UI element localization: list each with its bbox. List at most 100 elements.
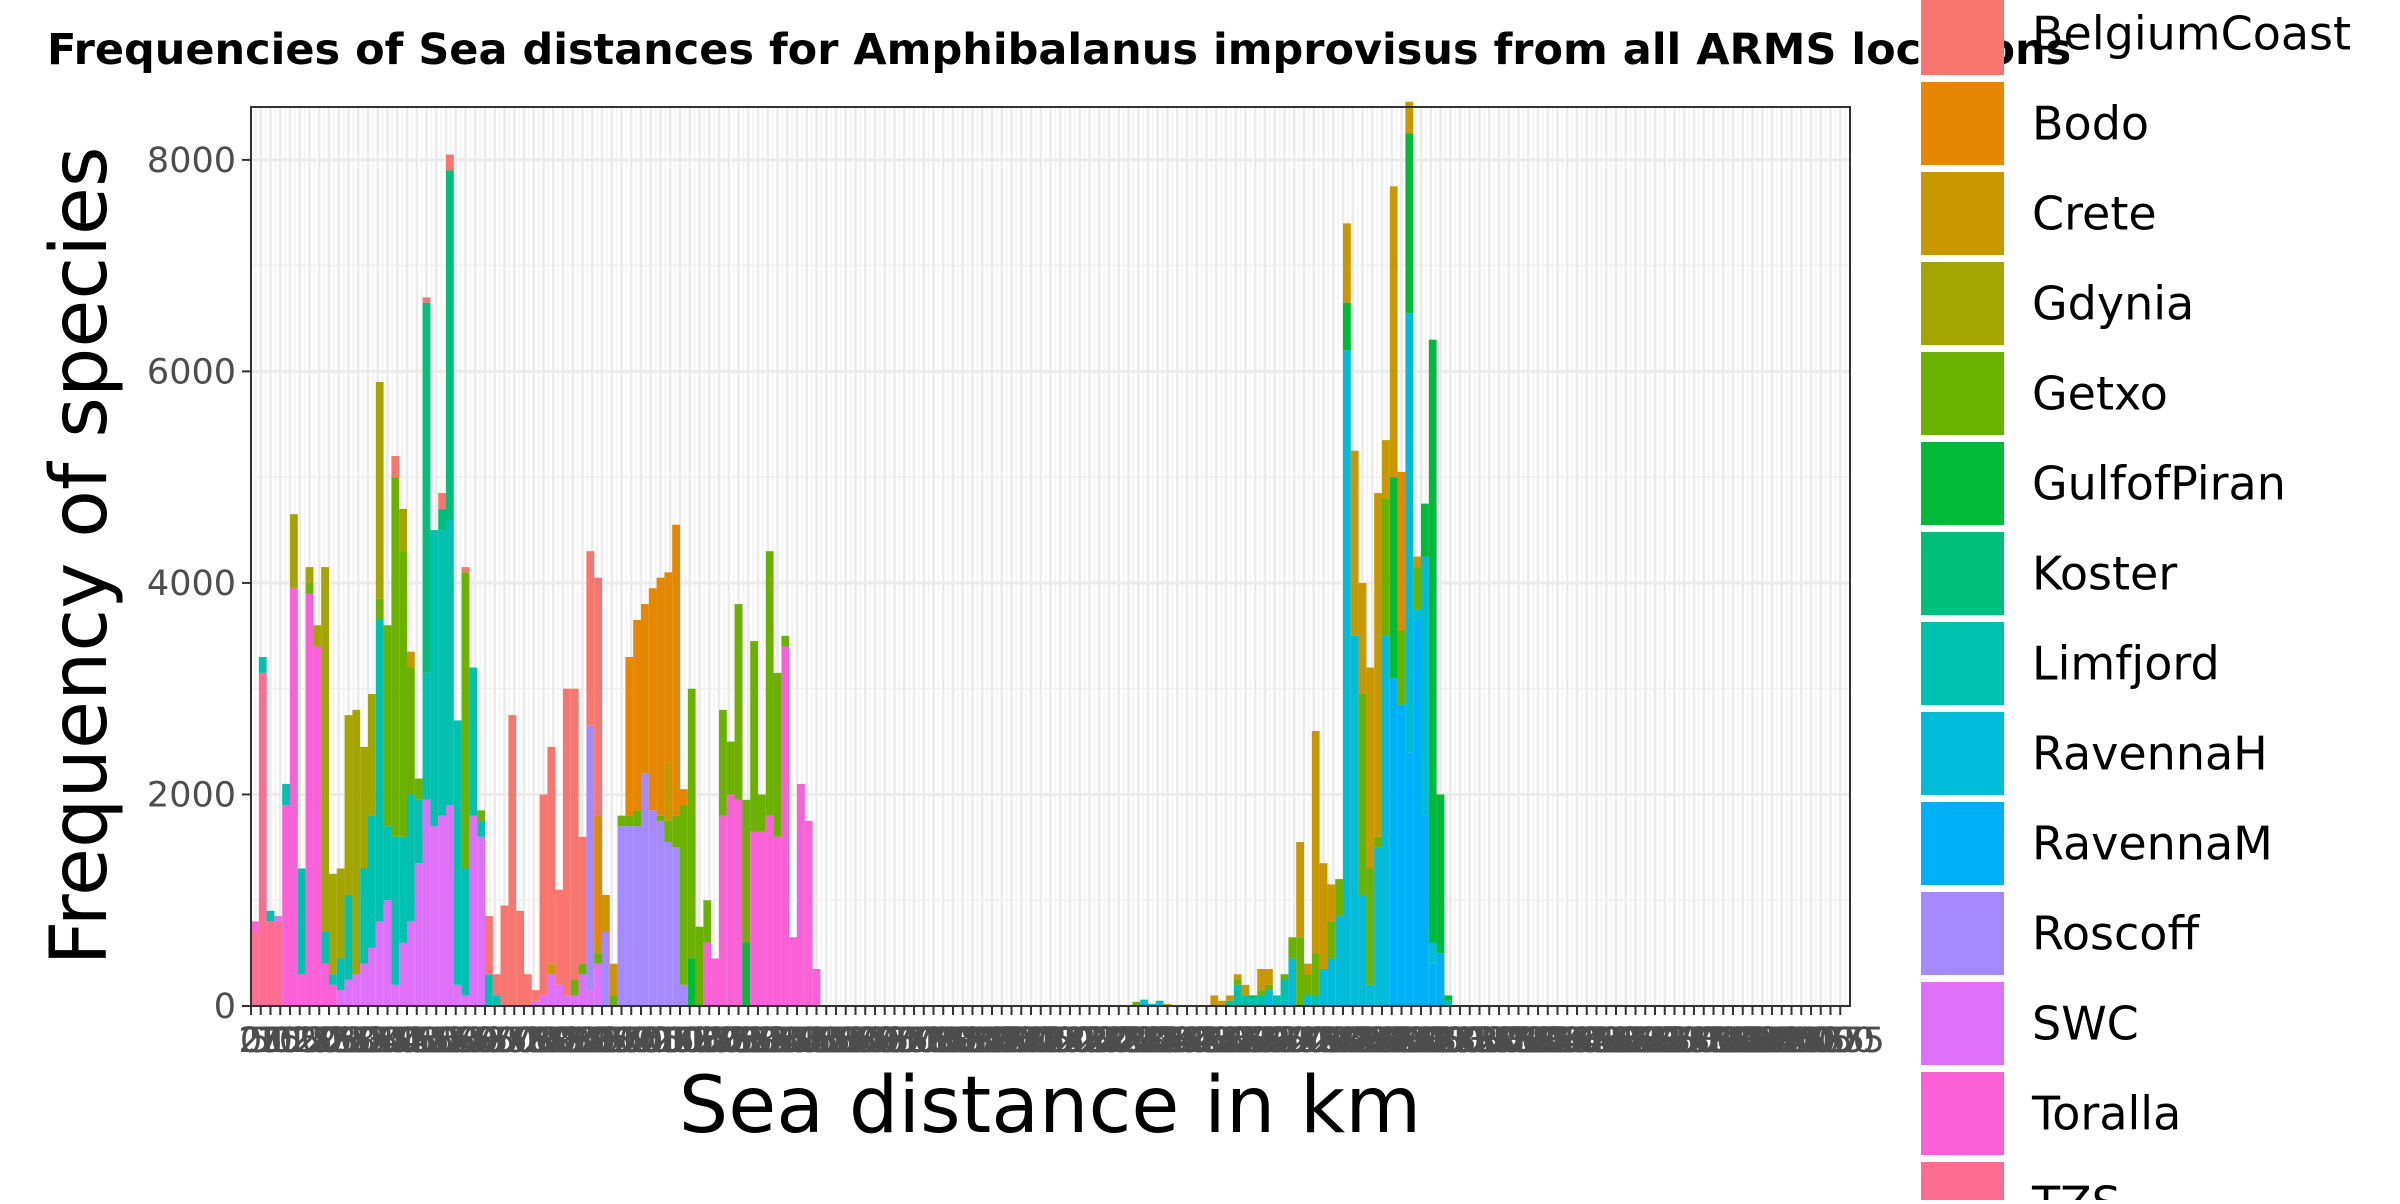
- bar-segment-toralla: [329, 984, 337, 1006]
- bar-segment-toralla: [726, 794, 735, 1006]
- x-tick-label: 425: [383, 1021, 450, 1061]
- x-tick-label: 2475: [1172, 1021, 1261, 1061]
- bar-segment-swc: [594, 963, 602, 1006]
- legend-key-gulfofpiran: [1921, 442, 2004, 525]
- bar-segment-swc: [578, 974, 587, 1006]
- bar-segment-ravennah: [1421, 556, 1429, 816]
- bar-segment-limfjord: [282, 783, 290, 806]
- x-tick-label: 2200: [1064, 1021, 1153, 1061]
- bar-segment-belgiumcoast: [485, 916, 493, 975]
- x-tick-label: 1325: [723, 1021, 812, 1061]
- bar-segment-getxo: [407, 667, 415, 795]
- bar-segment-swc: [555, 984, 563, 1006]
- bar-segment-belgiumcoast: [555, 889, 563, 985]
- bar-segment-belgiumcoast: [461, 567, 470, 573]
- x-tick-label: 1875: [938, 1021, 1027, 1061]
- bar-segment-belgiumcoast: [594, 577, 602, 816]
- bar-segment-swc: [563, 995, 571, 1006]
- bar-segment-limfjord: [446, 519, 454, 806]
- x-tick-label: 150: [276, 1021, 343, 1061]
- x-tick-label: 3100: [1415, 1021, 1504, 1061]
- x-tick-label: 1725: [879, 1021, 968, 1061]
- x-tick-label: 2275: [1094, 1021, 1183, 1061]
- bar-segment-crete: [1218, 1000, 1226, 1006]
- legend-key-belgiumcoast: [1921, 0, 2004, 75]
- x-tick-label: 500: [413, 1021, 480, 1061]
- bar-segment-limfjord: [368, 815, 376, 948]
- x-tick-label: 2850: [1318, 1021, 1407, 1061]
- bar-segment-swc: [399, 942, 407, 1006]
- x-tick-label: 2300: [1103, 1021, 1192, 1061]
- x-tick-label: 1625: [840, 1021, 929, 1061]
- bar-segment-limfjord: [407, 794, 415, 922]
- bar-segment-limfjord: [1241, 995, 1250, 1006]
- x-tick-label: 675: [481, 1021, 548, 1061]
- x-tick-label: 2000: [986, 1021, 1075, 1061]
- bar-segment-getxo: [719, 709, 727, 816]
- x-tick-label: 1025: [606, 1021, 695, 1061]
- x-tick-label: 1250: [694, 1021, 783, 1061]
- bar-segment-tzs: [251, 931, 259, 1006]
- legend-label: Bodo: [2032, 97, 2149, 151]
- x-tick-label: 2625: [1230, 1021, 1319, 1061]
- bar-segment-belgiumcoast: [586, 551, 595, 726]
- legend-key-bodo: [1921, 82, 2004, 165]
- bar-segment-swc: [391, 984, 400, 1006]
- bar-segment-limfjord: [1226, 1000, 1234, 1006]
- x-tick-label: 1375: [743, 1021, 832, 1061]
- bar-segment-crete: [1405, 101, 1414, 134]
- bar-segment-getxo: [414, 778, 423, 800]
- bar-segment-gdynia: [368, 693, 376, 816]
- bar-segment-gulfofpiran: [1436, 794, 1445, 954]
- x-tick-label: 4050: [1786, 1021, 1875, 1061]
- bar-segment-limfjord: [1272, 995, 1281, 1006]
- bar-segment-roscoff: [672, 847, 680, 1006]
- bar-segment-ravennah: [1327, 958, 1336, 1006]
- bar-segment-ravennam: [1405, 752, 1414, 1006]
- x-tick-label: 3725: [1659, 1021, 1748, 1061]
- bar-segment-gulfofpiran: [1428, 339, 1437, 943]
- bar-segment-getxo: [461, 572, 470, 869]
- bar-segment-limfjord: [485, 974, 493, 1006]
- bar-segment-ravennah: [1382, 635, 1390, 1006]
- legend-label: Crete: [2032, 187, 2157, 241]
- bar-segment-getxo: [1335, 879, 1343, 917]
- bar-segment-getxo: [570, 979, 579, 996]
- bar-segment-limfjord: [492, 995, 501, 1006]
- bar-segment-getxo: [656, 815, 665, 821]
- x-tick-label: 1500: [791, 1021, 880, 1061]
- x-tick-label: 3475: [1562, 1021, 1651, 1061]
- bar-segment-bodo: [656, 577, 665, 816]
- bar-segment-roscoff: [656, 820, 665, 1006]
- bar-segment-crete: [1343, 223, 1351, 303]
- bar-segment-ravennam: [1140, 1002, 1148, 1006]
- x-tick-label: 2425: [1152, 1021, 1241, 1061]
- x-tick-label: 2125: [1035, 1021, 1124, 1061]
- x-tick-label: 3050: [1396, 1021, 1485, 1061]
- x-tick-label: 3550: [1591, 1021, 1680, 1061]
- bar-segment-getxo: [1374, 836, 1382, 848]
- x-tick-label: 1950: [967, 1021, 1056, 1061]
- x-tick-label: 1850: [928, 1021, 1017, 1061]
- x-tick-label: 1400: [752, 1021, 841, 1061]
- x-tick-label: 0: [240, 1021, 262, 1061]
- bar-segment-swc: [547, 974, 556, 1006]
- bar-segment-belgiumcoast: [492, 974, 501, 996]
- bar-segment-getxo: [609, 995, 618, 1006]
- bar-segment-ravennam: [1397, 704, 1406, 1006]
- bar-segment-crete: [1413, 556, 1421, 568]
- bar-segment-limfjord: [1155, 1000, 1164, 1004]
- bar-segment-crete: [1296, 842, 1304, 938]
- bar-segment-toralla: [789, 937, 797, 1006]
- bar-segment-getxo: [773, 672, 782, 837]
- x-tick-label: 3525: [1581, 1021, 1670, 1061]
- bar-segment-crete: [609, 963, 618, 996]
- bar-segment-getxo: [633, 810, 641, 827]
- x-tick-label: 3425: [1542, 1021, 1631, 1061]
- x-tick-label: 300: [335, 1021, 402, 1061]
- bar-segment-bodo: [680, 789, 688, 806]
- bar-segment-swc: [586, 990, 595, 1006]
- bar-segment-limfjord: [1280, 979, 1289, 1001]
- bar-segment-gdynia: [329, 873, 337, 975]
- y-tick-label: 4000: [147, 564, 236, 604]
